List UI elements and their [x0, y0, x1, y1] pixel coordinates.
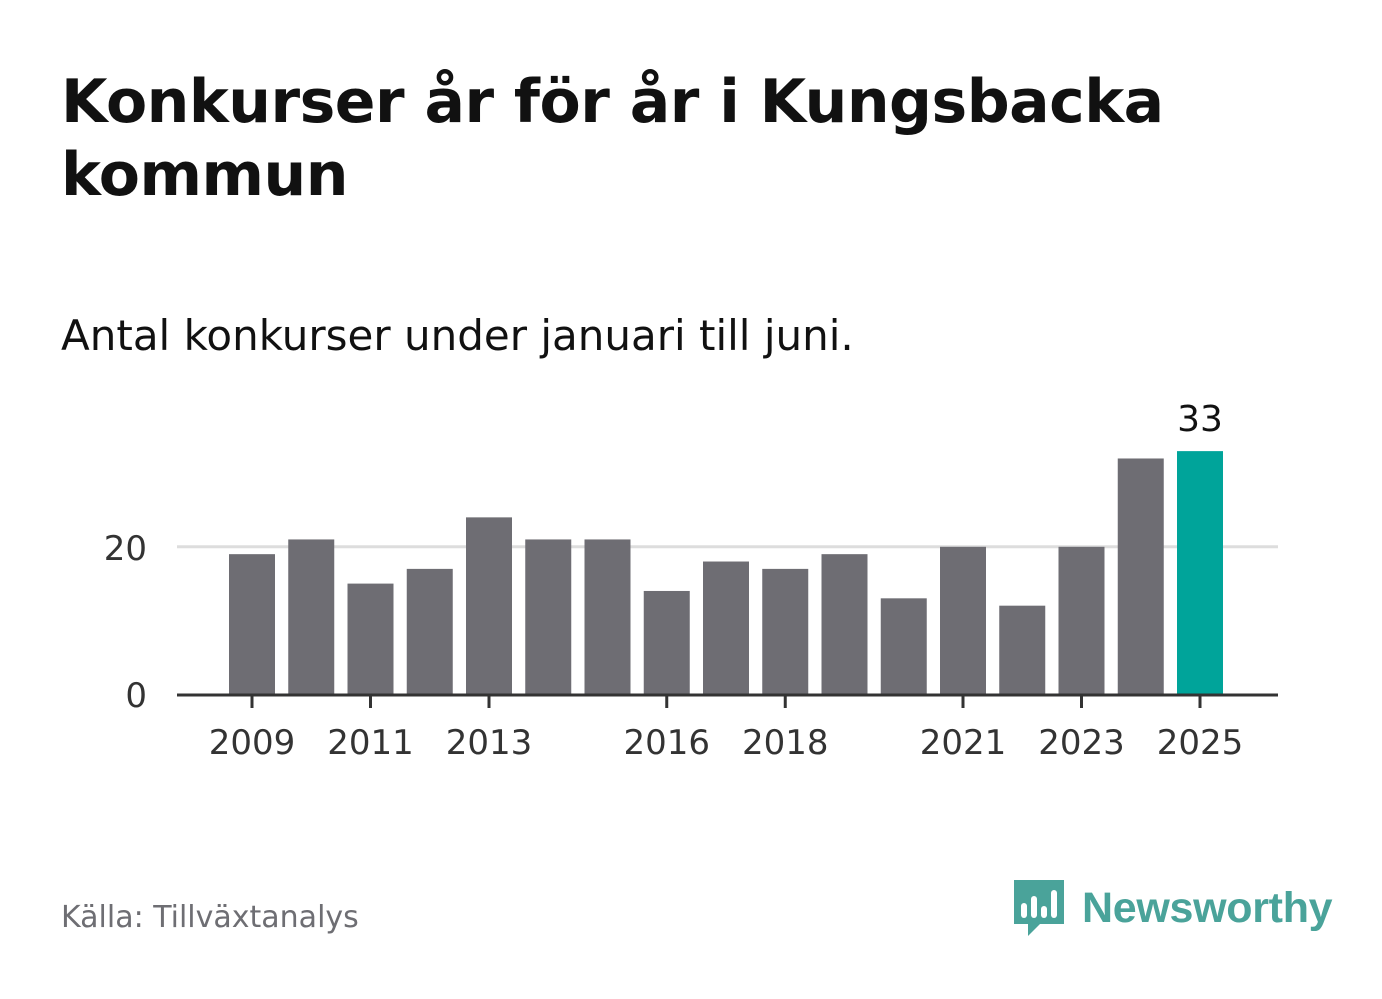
x-tick-label: 2009 [209, 723, 296, 763]
data-label-2025: 33 [1177, 399, 1223, 440]
source-note: Källa: Tillväxtanalys [61, 900, 359, 935]
chart-subtitle: Antal konkurser under januari till juni. [61, 311, 854, 360]
brand-logo: Newsworthy [1010, 876, 1333, 940]
y-tick-label: 20 [104, 529, 147, 569]
bar-2012 [406, 568, 453, 694]
x-tick-label: 2018 [742, 723, 829, 763]
x-tick-label: 2011 [327, 723, 414, 763]
x-tick-label: 2023 [1038, 723, 1125, 763]
bar-2010 [288, 539, 335, 694]
bar-2009 [229, 554, 275, 694]
bar-2011 [347, 583, 394, 694]
bar-2019 [821, 554, 868, 694]
bar-2023 [1058, 546, 1105, 694]
brand-name: Newsworthy [1082, 883, 1333, 932]
bar-2025 [1177, 451, 1223, 694]
bar-2013 [466, 517, 512, 694]
x-tick-label: 2013 [446, 723, 533, 763]
bar-2024 [1117, 458, 1164, 694]
bar-chart-speech-bubble-icon [1014, 880, 1064, 936]
chart-title: Konkurser år för år i Kungsbacka kommun [61, 67, 1164, 210]
x-tick-label: 2016 [623, 723, 710, 763]
x-tick-label: 2021 [920, 723, 1007, 763]
bar-2017 [703, 561, 749, 694]
bar-2018 [762, 568, 809, 694]
bar-2015 [584, 539, 631, 694]
bar-2014 [525, 539, 572, 694]
x-tick-label: 2025 [1157, 723, 1244, 763]
y-tick-label: 0 [125, 676, 147, 716]
bar-2022 [999, 605, 1046, 694]
bar-2020 [880, 598, 927, 694]
bar-2021 [940, 546, 986, 694]
bar-2016 [643, 590, 690, 694]
